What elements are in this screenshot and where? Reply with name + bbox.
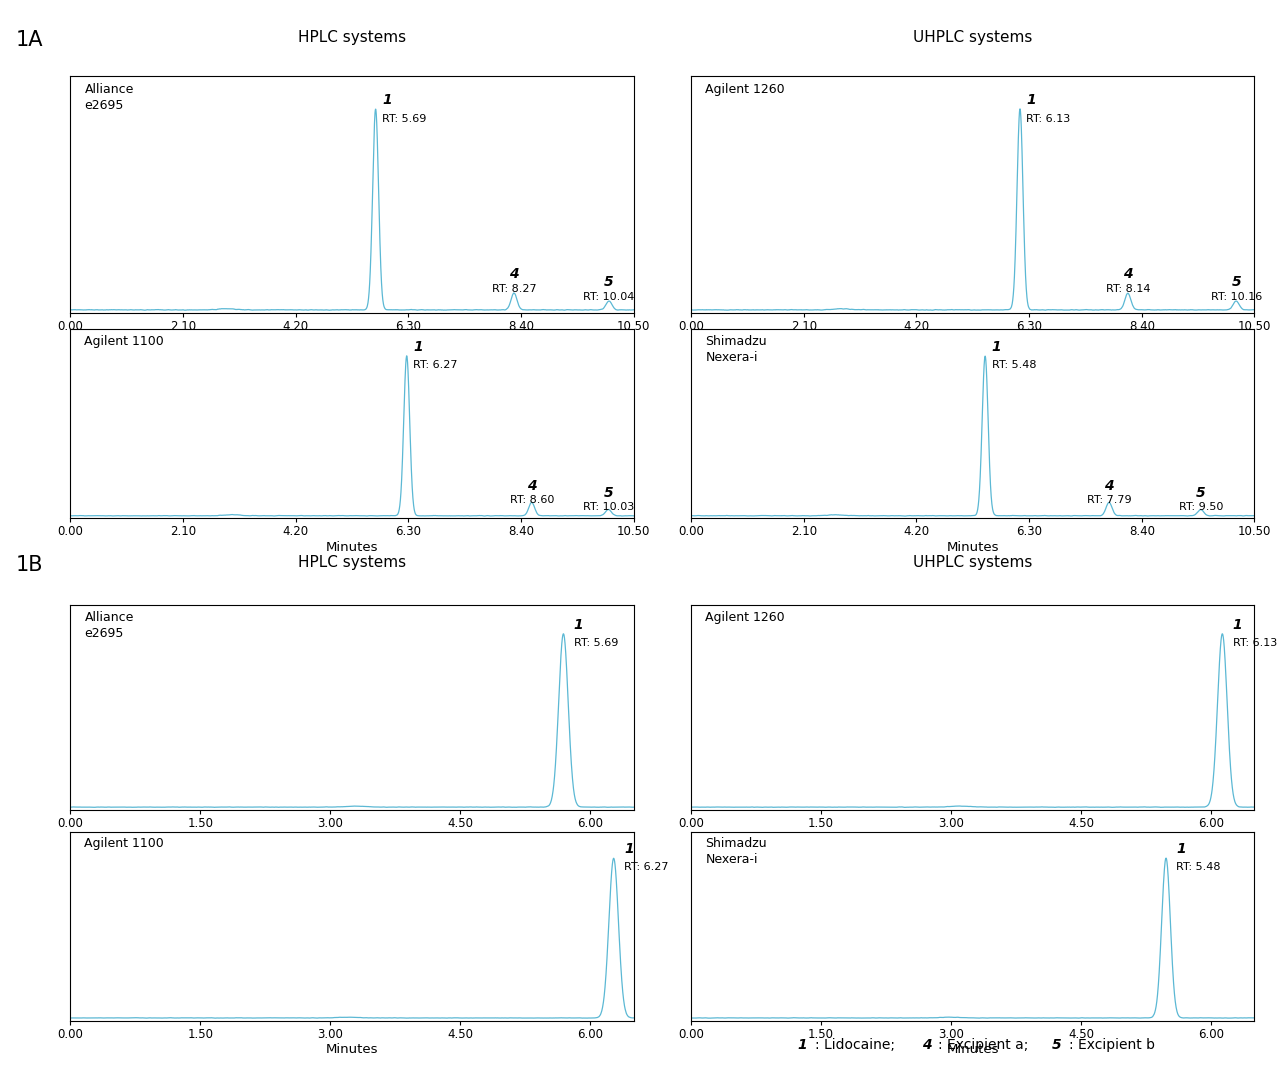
Text: 4: 4	[527, 478, 536, 492]
Text: 5: 5	[604, 486, 613, 500]
Text: RT: 6.13: RT: 6.13	[1233, 637, 1277, 648]
Text: RT: 5.69: RT: 5.69	[573, 637, 618, 648]
Text: 1: 1	[1233, 618, 1243, 632]
Text: 1A: 1A	[15, 30, 42, 51]
Text: 5: 5	[1231, 274, 1242, 288]
Text: RT: 5.48: RT: 5.48	[992, 360, 1036, 369]
Text: Agilent 1100: Agilent 1100	[84, 837, 164, 850]
Text: RT: 8.60: RT: 8.60	[509, 496, 554, 505]
Text: : Excipient b: : Excipient b	[1069, 1038, 1155, 1052]
Text: Shimadzu
Nexera-i: Shimadzu Nexera-i	[705, 335, 767, 364]
Text: Alliance
e2695: Alliance e2695	[84, 83, 134, 111]
Text: 5: 5	[604, 274, 613, 288]
Text: 1: 1	[797, 1038, 808, 1052]
Text: HPLC systems: HPLC systems	[298, 30, 406, 45]
Text: 1: 1	[992, 340, 1001, 354]
Text: 1: 1	[573, 618, 584, 632]
Text: RT: 7.79: RT: 7.79	[1087, 496, 1132, 505]
Text: : Excipient a;: : Excipient a;	[938, 1038, 1029, 1052]
Text: Agilent 1260: Agilent 1260	[705, 83, 785, 96]
Text: RT: 6.27: RT: 6.27	[625, 862, 668, 872]
Text: 1: 1	[413, 340, 422, 354]
Text: 4: 4	[922, 1038, 932, 1052]
Text: 1: 1	[1176, 842, 1187, 856]
X-axis label: Minutes: Minutes	[946, 1043, 1000, 1056]
Text: RT: 5.69: RT: 5.69	[381, 113, 426, 123]
Text: RT: 8.27: RT: 8.27	[492, 284, 536, 294]
Text: 5: 5	[1052, 1038, 1062, 1052]
Text: RT: 5.48: RT: 5.48	[1176, 862, 1221, 872]
Text: UHPLC systems: UHPLC systems	[913, 555, 1033, 570]
Text: 5: 5	[1196, 486, 1206, 500]
Text: Alliance
e2695: Alliance e2695	[84, 611, 134, 640]
Text: 1B: 1B	[15, 555, 42, 576]
Text: RT: 9.50: RT: 9.50	[1179, 502, 1222, 512]
Text: 1: 1	[381, 93, 392, 107]
Text: RT: 6.13: RT: 6.13	[1027, 113, 1070, 123]
Text: 4: 4	[1105, 478, 1114, 492]
Text: 4: 4	[509, 267, 518, 281]
X-axis label: Minutes: Minutes	[325, 1043, 379, 1056]
Text: HPLC systems: HPLC systems	[298, 555, 406, 570]
Text: : Lidocaine;: : Lidocaine;	[815, 1038, 896, 1052]
Text: RT: 8.14: RT: 8.14	[1106, 284, 1149, 294]
Text: RT: 10.16: RT: 10.16	[1211, 292, 1262, 302]
Text: Shimadzu
Nexera-i: Shimadzu Nexera-i	[705, 837, 767, 866]
Text: UHPLC systems: UHPLC systems	[913, 30, 1033, 45]
Text: 4: 4	[1123, 267, 1133, 281]
X-axis label: Minutes: Minutes	[946, 541, 1000, 554]
Text: RT: 10.03: RT: 10.03	[582, 502, 634, 512]
Text: RT: 6.27: RT: 6.27	[413, 360, 458, 369]
Text: Agilent 1260: Agilent 1260	[705, 611, 785, 624]
Text: 1: 1	[1027, 93, 1036, 107]
Text: Agilent 1100: Agilent 1100	[84, 335, 164, 348]
Text: 1: 1	[625, 842, 634, 856]
X-axis label: Minutes: Minutes	[325, 541, 379, 554]
Text: RT: 10.04: RT: 10.04	[584, 292, 635, 302]
